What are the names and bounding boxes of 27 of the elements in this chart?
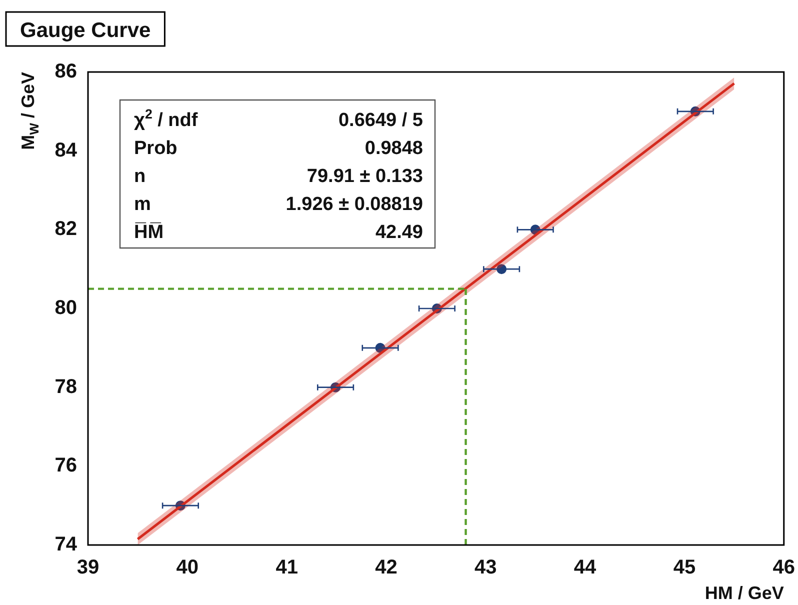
x-tick-label: 46 (772, 556, 795, 579)
y-tick-label: 76 (54, 454, 77, 477)
y-axis-title: MW / GeV (18, 72, 42, 150)
y-tick-label: 74 (54, 534, 78, 556)
annotation: 0.6649 / 5 (338, 110, 424, 131)
y-tick-label: 82 (54, 218, 77, 240)
annotation: m (134, 194, 151, 215)
annotation: 0.9848 (364, 138, 424, 159)
annotation: 42.49 (375, 222, 423, 243)
annotation: H̅M̅ (134, 222, 164, 243)
x-tick-label: 44 (574, 556, 598, 579)
chart-title: Gauge Curve (20, 19, 151, 42)
y-tick-label: 78 (54, 376, 77, 398)
x-tick-label: 42 (375, 556, 398, 579)
annotation: Prob (134, 138, 178, 159)
annotation: 79.91 ± 0.133 (306, 166, 423, 187)
x-tick-label: 40 (176, 556, 199, 579)
annotation: n (134, 166, 146, 187)
x-tick-label: 41 (276, 556, 298, 579)
y-tick-label: 84 (54, 139, 78, 162)
x-tick-label: 45 (673, 556, 696, 579)
y-tick-label: 80 (54, 297, 77, 320)
x-tick-label: 39 (76, 556, 100, 579)
y-tick-label: 86 (54, 60, 77, 83)
x-tick-label: 43 (474, 556, 497, 579)
annotation: 1.926 ± 0.08819 (286, 194, 424, 215)
x-axis-title: HM / GeV (704, 583, 784, 603)
